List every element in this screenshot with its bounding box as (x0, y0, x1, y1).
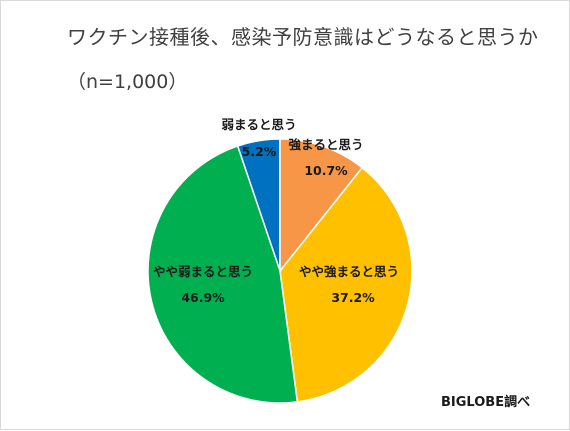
source-label: BIGLOBE調べ (441, 395, 531, 410)
pie-slice-2 (279, 138, 364, 274)
slice-value-label: 37.2% (331, 290, 375, 305)
chart-title: ワクチン接種後、感染予防意識はどうなると思うか (67, 25, 539, 49)
slice-category-label: やや強まると思う (299, 264, 399, 279)
slice-category-label: 強まると思う (288, 137, 363, 152)
chart-subtitle: （n=1,000） (67, 71, 188, 93)
pie-slice-3 (279, 166, 413, 403)
slice-value-label: 5.2% (242, 144, 277, 159)
slice-value-label: 10.7% (304, 163, 348, 178)
slice-value-label: 46.9% (181, 290, 225, 305)
slice-category-label: やや弱まると思う (153, 264, 253, 279)
slice-category-label: 弱まると思う (221, 117, 296, 132)
pie-slice-4 (147, 145, 299, 404)
